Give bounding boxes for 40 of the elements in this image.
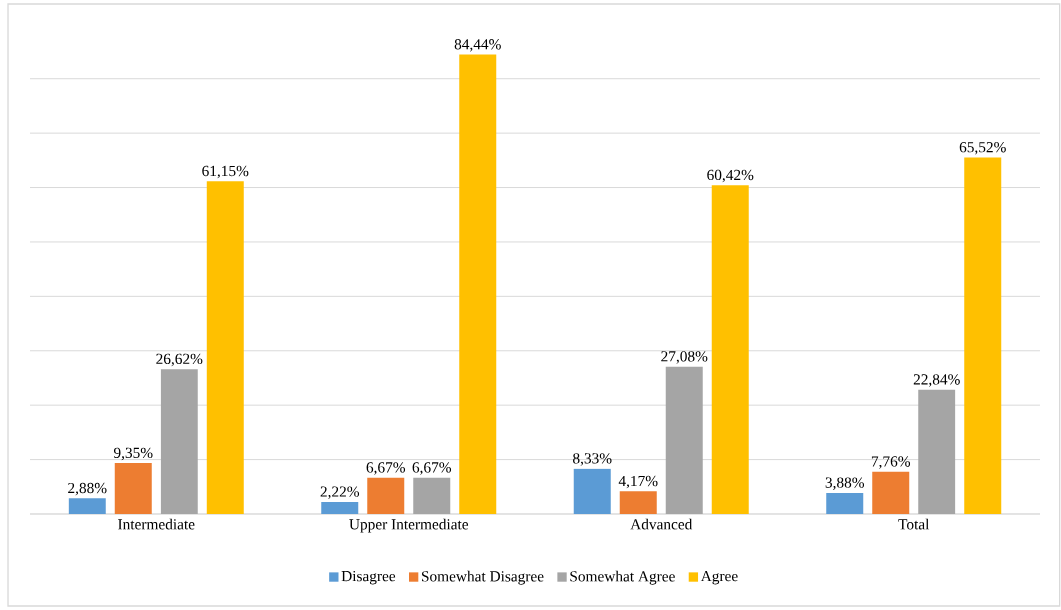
data-label: 8,33% bbox=[573, 453, 612, 466]
bar bbox=[665, 366, 703, 514]
bar bbox=[413, 477, 451, 514]
bar bbox=[459, 54, 497, 514]
data-label: 61,15% bbox=[202, 165, 249, 179]
data-label: 84,44% bbox=[454, 39, 501, 52]
bar bbox=[964, 157, 1002, 514]
bar bbox=[68, 498, 106, 514]
bar bbox=[321, 501, 359, 514]
legend-label: Somewhat Disagree bbox=[422, 570, 544, 585]
data-label: 4,17% bbox=[618, 475, 658, 489]
data-label: 65,52% bbox=[959, 142, 1006, 155]
data-label: 7,76% bbox=[871, 456, 911, 469]
bar bbox=[619, 491, 657, 514]
bar bbox=[826, 492, 864, 514]
bar bbox=[206, 181, 244, 514]
bar bbox=[918, 389, 956, 514]
legend-label: Disagree bbox=[341, 570, 396, 585]
data-label: 22,84% bbox=[913, 374, 960, 387]
bar bbox=[872, 471, 910, 514]
bar bbox=[711, 185, 749, 514]
data-label: 3,88% bbox=[825, 477, 865, 490]
data-label: 2,88% bbox=[68, 482, 107, 496]
bar bbox=[114, 463, 152, 514]
data-label: 9,35% bbox=[113, 447, 153, 461]
bar bbox=[367, 477, 405, 514]
data-label: 2,22% bbox=[320, 486, 360, 499]
x-tick-label: Upper Intermediate bbox=[349, 518, 469, 533]
legend-label: Agree bbox=[700, 570, 738, 585]
data-label: 26,62% bbox=[156, 353, 203, 367]
bar bbox=[573, 468, 611, 514]
data-label: 60,42% bbox=[707, 169, 754, 183]
data-label: 27,08% bbox=[661, 351, 708, 364]
x-tick-label: Advanced bbox=[630, 518, 693, 530]
x-tick-label: Total bbox=[898, 518, 930, 530]
legend-label: Somewhat Agree bbox=[570, 570, 675, 585]
x-tick-label: Intermediate bbox=[118, 518, 195, 530]
data-label: 6,67% bbox=[366, 462, 406, 475]
data-label: 6,67% bbox=[412, 462, 452, 475]
bar bbox=[160, 369, 198, 514]
